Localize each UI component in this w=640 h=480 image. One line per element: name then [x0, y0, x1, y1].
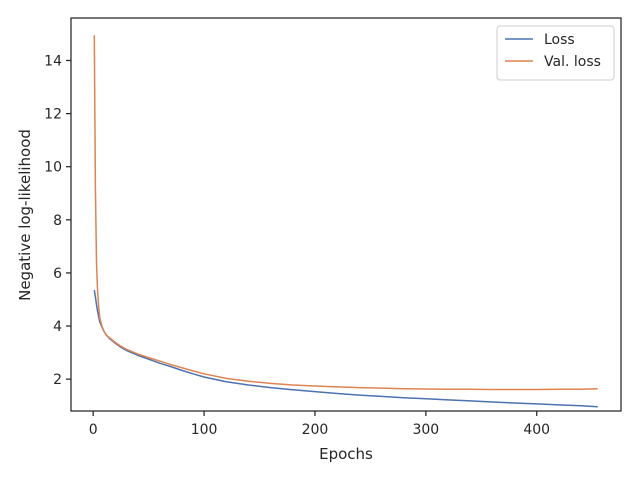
plot-frame	[70, 17, 622, 412]
x-axis-label: Epochs	[319, 445, 373, 463]
x-tick-label: 0	[89, 422, 98, 438]
legend-label: Val. loss	[544, 54, 601, 70]
x-tick-label: 200	[302, 422, 329, 438]
series-line-2	[93, 35, 598, 391]
x-tick-label: 400	[523, 422, 550, 438]
y-tick-label: 2	[53, 372, 62, 388]
x-tick-label: 300	[412, 422, 439, 438]
legend-label: Loss	[544, 32, 575, 48]
y-tick-label: 6	[53, 266, 62, 282]
plot-lines	[93, 35, 598, 408]
x-axis-ticks: 0 100 200 300 400	[89, 411, 550, 438]
y-tick-label: 10	[44, 160, 62, 176]
legend: Loss Val. loss	[496, 25, 615, 81]
x-tick-label: 100	[191, 422, 218, 438]
y-tick-label: 4	[53, 319, 62, 335]
y-tick-label: 8	[53, 213, 62, 229]
y-tick-label: 14	[44, 53, 62, 69]
y-tick-label: 12	[44, 107, 62, 123]
y-axis-ticks: 2 4 6 8 10 12 14	[44, 53, 71, 388]
y-axis-label: Negative log-likelihood	[16, 129, 34, 301]
